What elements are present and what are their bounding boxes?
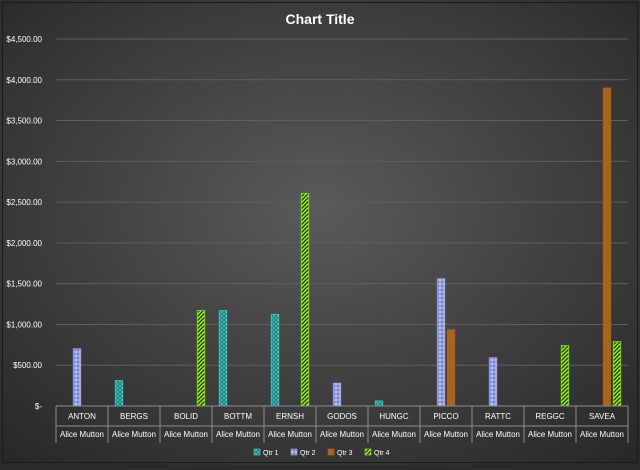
- x-subcategory-label: Alice Mutton: [320, 430, 364, 439]
- y-tick-label: $500.00: [13, 361, 42, 370]
- bar-qtr-4-ernsh: [300, 192, 310, 407]
- legend-label: Qtr 1: [263, 450, 279, 457]
- x-axis: ANTON Alice Mutton BERGS Alice Mutton BOLID A…: [55, 405, 629, 443]
- bar-qtr-4-bolid: [196, 310, 206, 407]
- x-subcategory-label: Alice Mutton: [528, 430, 572, 439]
- bar-qtr-2-godos: [332, 382, 342, 407]
- bar-qtr-2-picco: [436, 278, 446, 407]
- x-subcategory-label: Alice Mutton: [112, 430, 156, 439]
- legend-swatch: [327, 448, 335, 456]
- x-subcategory-label: Alice Mutton: [424, 430, 468, 439]
- bar-qtr-2-rattc: [488, 357, 498, 407]
- bar-qtr-3-savea: [602, 87, 612, 407]
- y-tick-label: $4,500.00: [6, 35, 42, 44]
- y-tick-label: $3,500.00: [6, 117, 42, 126]
- y-tick-label: $1,500.00: [6, 280, 42, 289]
- bar-qtr-4-reggc: [560, 345, 570, 407]
- chart-border: [2, 2, 638, 463]
- legend: Qtr 1 Qtr 2 Qtr 3 Qtr 4: [253, 448, 390, 457]
- y-tick-label: $2,500.00: [6, 198, 42, 207]
- legend-swatch: [364, 448, 372, 456]
- x-subcategory-label: Alice Mutton: [580, 430, 624, 439]
- x-subcategory-label: Alice Mutton: [60, 430, 104, 439]
- y-tick-label: $4,000.00: [6, 76, 42, 85]
- x-subcategory-label: Alice Mutton: [268, 430, 312, 439]
- bar-qtr-1-hungc: [374, 400, 384, 407]
- chart-title: Chart Title: [286, 11, 355, 27]
- x-category-label: RATTC: [485, 412, 511, 421]
- x-category-label: BOLID: [174, 412, 198, 421]
- legend-label: Qtr 3: [337, 450, 353, 457]
- x-category-label: BERGS: [120, 412, 148, 421]
- legend-swatch: [290, 448, 298, 456]
- x-subcategory-label: Alice Mutton: [216, 430, 260, 439]
- x-subcategory-label: Alice Mutton: [164, 430, 208, 439]
- x-category-label: HUNGC: [379, 412, 409, 421]
- y-tick-label: $1,000.00: [6, 320, 42, 329]
- bar-qtr-1-bergs: [114, 380, 124, 407]
- bar-qtr-2-anton: [72, 348, 82, 407]
- bar-qtr-1-ernsh: [270, 314, 280, 407]
- legend-swatch: [253, 448, 261, 456]
- bar-qtr-1-bottm: [218, 310, 228, 407]
- x-category-label: SAVEA: [589, 412, 616, 421]
- legend-label: Qtr 4: [374, 450, 390, 457]
- y-tick-label: $2,000.00: [6, 239, 42, 248]
- x-category-label: REGGC: [535, 412, 565, 421]
- y-axis-ticks: $- $500.00 $1,000.00 $1,500.00 $2,000.00 $2,5…: [6, 35, 42, 411]
- gridlines: [56, 38, 628, 366]
- x-category-label: ERNSH: [276, 412, 304, 421]
- x-category-label: ANTON: [68, 412, 96, 421]
- y-tick-label: $3,000.00: [6, 157, 42, 166]
- x-category-label: GODOS: [327, 412, 357, 421]
- bar-qtr-4-savea: [612, 341, 622, 407]
- y-tick-label: $-: [35, 402, 42, 411]
- bar-qtr-3-picco: [446, 329, 456, 407]
- bars: [72, 87, 622, 407]
- x-category-label: BOTTM: [224, 412, 252, 421]
- x-subcategory-label: Alice Mutton: [476, 430, 520, 439]
- x-category-label: PICCO: [433, 412, 458, 421]
- legend-label: Qtr 2: [300, 450, 316, 457]
- x-subcategory-label: Alice Mutton: [372, 430, 416, 439]
